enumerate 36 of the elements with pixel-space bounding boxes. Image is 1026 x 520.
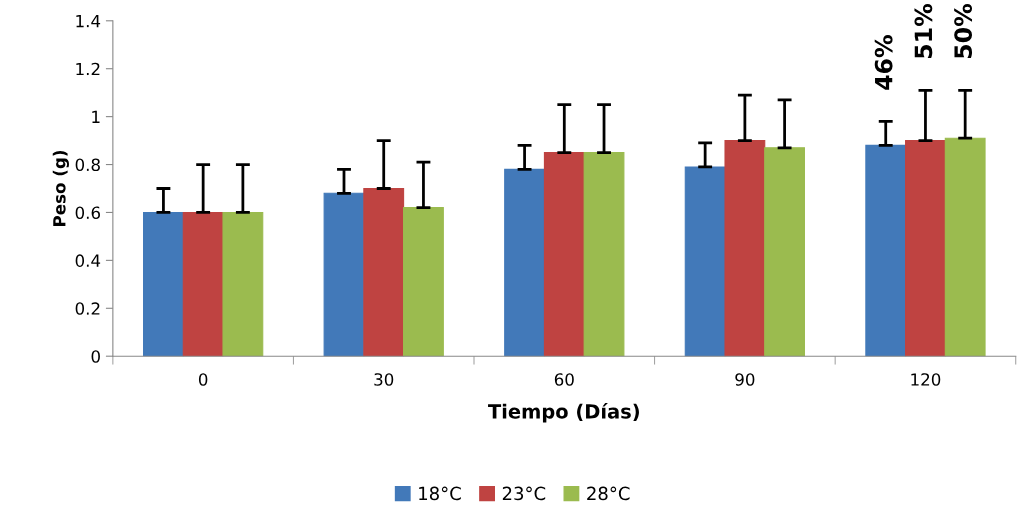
x-tick-label: 0 xyxy=(198,373,208,386)
bar xyxy=(222,211,264,357)
bar xyxy=(905,140,946,357)
bar xyxy=(944,137,986,357)
bar xyxy=(143,211,184,357)
x-tick-label: 120 xyxy=(911,373,941,386)
bar xyxy=(403,207,444,357)
annotation: 46% xyxy=(874,35,893,90)
bar xyxy=(182,211,224,357)
bar xyxy=(504,168,545,357)
y-axis-title: Peso (g) xyxy=(52,151,69,226)
bar xyxy=(684,166,726,357)
x-axis-title: Tiempo (Días) xyxy=(488,402,639,423)
bar xyxy=(865,144,907,357)
legend-label: 18°C xyxy=(419,486,461,501)
y-tick-label: 0.2 xyxy=(75,302,100,315)
bar xyxy=(764,147,806,357)
annotation: 51% xyxy=(914,3,933,58)
bar xyxy=(583,152,625,357)
x-tick-label: 30 xyxy=(374,373,394,386)
x-tick-label: 60 xyxy=(554,373,574,386)
y-tick-label: 0.6 xyxy=(75,206,101,220)
annotation: 50% xyxy=(954,3,973,58)
bar xyxy=(363,187,405,357)
y-tick-label: 0 xyxy=(91,350,100,363)
legend-label: 28°C xyxy=(587,486,630,501)
y-tick-label: 1.2 xyxy=(76,62,100,76)
bar xyxy=(724,140,766,357)
y-tick-label: 1 xyxy=(92,110,100,123)
bar xyxy=(323,192,365,357)
y-tick-label: 0.8 xyxy=(75,158,100,172)
legend-label: 23°C xyxy=(502,486,546,501)
y-tick-label: 1.4 xyxy=(76,14,101,28)
y-tick-label: 0.4 xyxy=(75,254,101,267)
x-tick-label: 90 xyxy=(735,373,755,386)
bar xyxy=(543,152,585,357)
